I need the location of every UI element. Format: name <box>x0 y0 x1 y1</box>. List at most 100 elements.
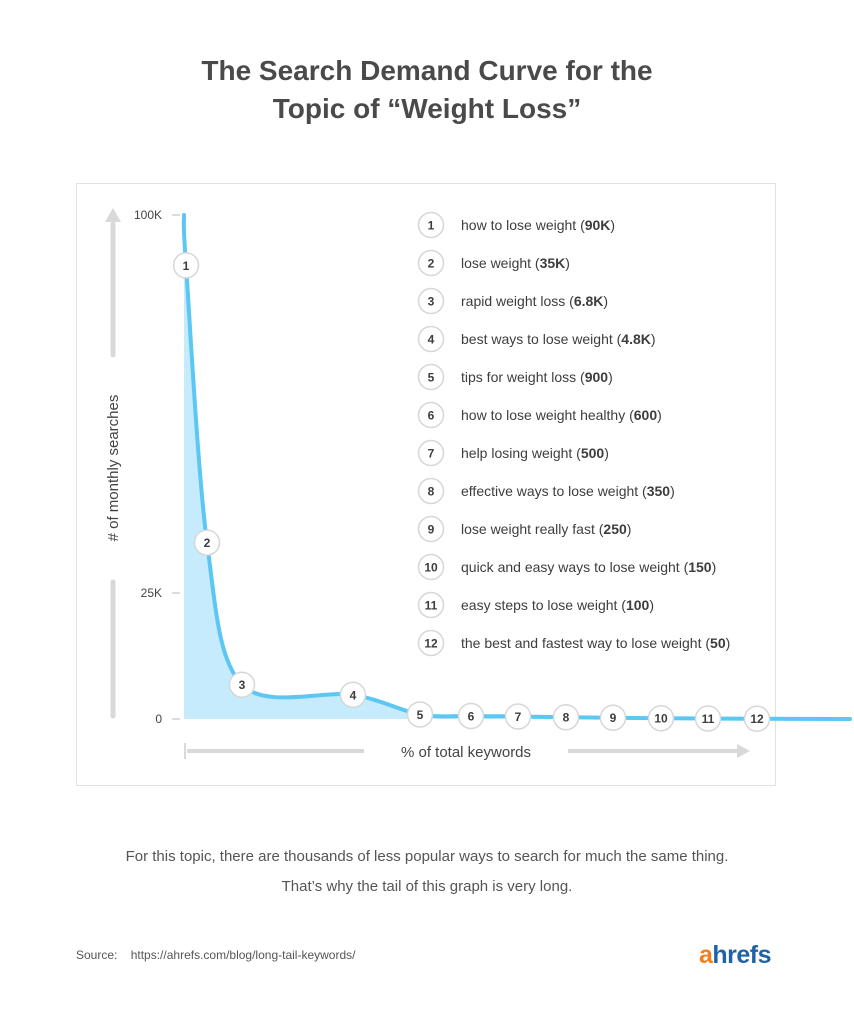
legend-keyword: how to lose weight healthy ( <box>461 407 634 423</box>
legend-volume: 150 <box>688 559 712 575</box>
legend-badge-number: 5 <box>428 371 435 385</box>
legend-badge-number: 7 <box>428 447 435 461</box>
legend-item: how to lose weight (90K) <box>461 217 615 233</box>
legend-volume: 600 <box>634 407 658 423</box>
legend-volume: 500 <box>581 445 605 461</box>
legend-badge-number: 6 <box>428 409 435 423</box>
demand-curve-line <box>181 213 852 721</box>
source-url: https://ahrefs.com/blog/long-tail-keywor… <box>130 948 356 962</box>
legend-badge-number: 9 <box>428 523 435 537</box>
caption-line-2: That’s why the tail of this graph is ver… <box>281 878 573 895</box>
legend-badge-number: 8 <box>428 485 435 499</box>
curve-marker-2 <box>193 529 221 556</box>
legend-badge-12 <box>417 629 445 657</box>
legend-close: ) <box>627 521 632 537</box>
legend-item: quick and easy ways to lose weight (150) <box>461 559 716 575</box>
legend-badge-6 <box>417 401 445 429</box>
caption-line-1: For this topic, there are thousands of l… <box>125 848 729 865</box>
curve-marker-12 <box>743 705 771 732</box>
legend-item: tips for weight loss (900) <box>461 369 613 385</box>
legend-keyword: rapid weight loss ( <box>461 293 574 309</box>
demand-curve-chart: 100K 25K 0 # of monthly searches % of total … <box>105 208 852 761</box>
legend-keyword: how to lose weight ( <box>461 217 585 233</box>
y-tick-label: 100K <box>134 208 162 222</box>
x-axis-label: % of total keywords <box>401 744 531 761</box>
legend-volume: 35K <box>540 255 566 271</box>
legend-close: ) <box>604 445 609 461</box>
x-axis-arrow-head <box>737 744 750 758</box>
curve-marker-5 <box>406 701 434 728</box>
legend-badge-3 <box>417 287 445 315</box>
ahrefs-logo: ahrefs <box>699 940 772 970</box>
legend-close: ) <box>603 293 608 309</box>
logo-letter-a: a <box>699 941 713 969</box>
source-note: Source: https://ahrefs.com/blog/long-tai… <box>76 948 355 962</box>
y-axis-arrow-head <box>105 208 121 222</box>
legend-badge-5 <box>417 363 445 391</box>
source-label: Source: <box>76 948 118 962</box>
y-tick-label: 0 <box>155 712 162 726</box>
curve-marker-label: 4 <box>350 688 357 702</box>
legend-item: the best and fastest way to lose weight … <box>461 635 730 651</box>
legend-item: lose weight really fast (250) <box>461 521 631 537</box>
legend-volume: 100 <box>626 597 650 613</box>
legend-badge-number: 12 <box>424 637 438 651</box>
legend-badge-10 <box>417 553 445 581</box>
curve-marker-4 <box>339 681 367 709</box>
chart-title-line-2: Topic of “Weight Loss” <box>272 93 582 124</box>
curve-marker-9 <box>599 704 627 731</box>
legend-badge-number: 1 <box>428 219 435 233</box>
legend-item: lose weight (35K) <box>461 255 570 271</box>
legend-volume: 900 <box>585 369 609 385</box>
legend-item: how to lose weight healthy (600) <box>461 407 662 423</box>
legend-close: ) <box>670 483 675 499</box>
curve-marker-label: 3 <box>239 678 246 692</box>
legend-volume: 6.8K <box>574 293 604 309</box>
legend-keyword: the best and fastest way to lose weight … <box>461 635 710 651</box>
legend-badge-7 <box>417 439 445 467</box>
legend-badge-1 <box>417 211 445 239</box>
legend-volume: 350 <box>647 483 671 499</box>
chart-frame <box>76 183 776 786</box>
curve-marker-11 <box>694 705 722 732</box>
curve-marker-label: 6 <box>468 709 475 723</box>
legend-volume: 4.8K <box>621 331 651 347</box>
legend-close: ) <box>565 255 570 271</box>
legend-keyword: easy steps to lose weight ( <box>461 597 626 613</box>
curve-marker-10 <box>647 704 675 732</box>
legend-badge-8 <box>417 477 445 505</box>
legend-keyword: lose weight ( <box>461 255 540 271</box>
legend-badge-4 <box>417 325 445 353</box>
curve-marker-label: 7 <box>515 710 522 724</box>
curve-marker-6 <box>457 702 485 730</box>
legend-item: easy steps to lose weight (100) <box>461 597 654 613</box>
curve-marker-8 <box>552 703 580 731</box>
curve-marker-label: 2 <box>204 536 211 550</box>
curve-marker-label: 9 <box>610 711 617 725</box>
legend-keyword: help losing weight ( <box>461 445 581 461</box>
logo-text: hrefs <box>712 941 772 969</box>
curve-marker-label: 10 <box>654 712 668 726</box>
legend-close: ) <box>712 559 717 575</box>
curve-marker-1 <box>172 252 200 279</box>
curve-marker-label: 1 <box>183 259 190 273</box>
curve-marker-label: 12 <box>750 712 764 726</box>
legend-keyword: tips for weight loss ( <box>461 369 585 385</box>
legend-volume: 50 <box>710 635 726 651</box>
legend-item: help losing weight (500) <box>461 445 609 461</box>
y-tick-label: 25K <box>141 586 162 600</box>
legend-volume: 250 <box>603 521 627 537</box>
legend-badge-number: 4 <box>428 333 435 347</box>
curve-marker-label: 5 <box>417 708 424 722</box>
legend-close: ) <box>608 369 613 385</box>
legend-close: ) <box>651 331 656 347</box>
chart-title: The Search Demand Curve for the Topic of… <box>0 52 854 128</box>
legend-volume: 90K <box>585 217 611 233</box>
legend-close: ) <box>610 217 615 233</box>
legend-close: ) <box>649 597 654 613</box>
chart-title-line-1: The Search Demand Curve for the <box>201 55 653 86</box>
legend-keyword: lose weight really fast ( <box>461 521 604 537</box>
legend-keyword: best ways to lose weight ( <box>461 331 622 347</box>
legend-keyword: quick and easy ways to lose weight ( <box>461 559 689 575</box>
curve-marker-label: 11 <box>702 712 715 726</box>
